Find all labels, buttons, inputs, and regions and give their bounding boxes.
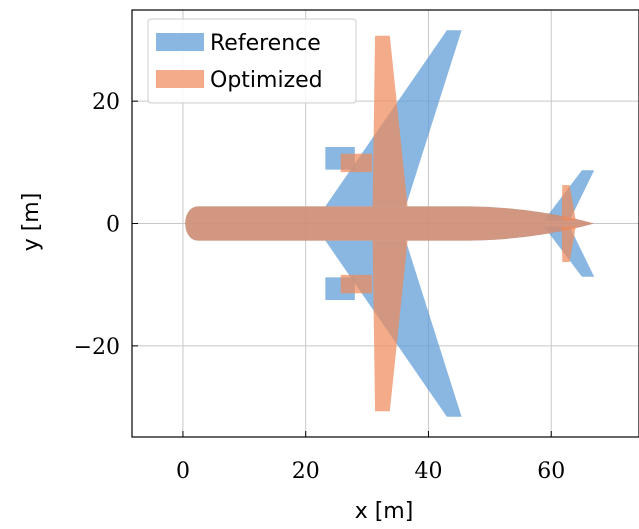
legend-swatch-reference [156, 33, 204, 51]
optimized-tail-right [561, 226, 576, 263]
series-optimized [185, 35, 595, 412]
optimized-wing-right [372, 240, 408, 412]
legend-swatch-optimized [156, 70, 204, 88]
legend-label-optimized: Optimized [210, 68, 323, 93]
y-tick-label: −20 [74, 335, 120, 360]
x-tick-label: 0 [176, 459, 190, 484]
optimized-nacelle-right [340, 274, 372, 294]
legend-label-reference: Reference [210, 31, 321, 56]
legend: Reference Optimized [147, 18, 357, 104]
optimized-fuselage [185, 206, 595, 241]
x-axis-label: x [m] [355, 499, 414, 524]
optimized-wing-left [372, 35, 408, 207]
y-axis-label: y [m] [19, 193, 44, 252]
tick-labels: 0 20 40 60 −20 0 20 [74, 90, 566, 484]
optimized-nacelle-left [340, 153, 372, 173]
y-tick-label: 0 [106, 213, 120, 238]
tick-marks [132, 100, 552, 437]
y-tick-label: 20 [92, 90, 120, 115]
x-tick-label: 20 [292, 459, 320, 484]
plot-area [185, 30, 595, 417]
optimized-tail-left [561, 184, 576, 221]
x-tick-label: 60 [537, 459, 565, 484]
x-tick-label: 40 [414, 459, 442, 484]
